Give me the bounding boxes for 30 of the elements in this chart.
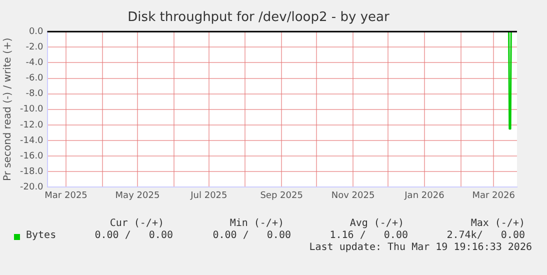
text: 0.00 / 0.00: [94, 230, 173, 241]
y-tick-label: -6.0: [26, 74, 44, 84]
x-tick-label: May 2025: [115, 190, 160, 201]
y-tick-label: -14.0: [20, 136, 44, 146]
y-tick-label: -10.0: [20, 104, 44, 115]
y-tick-label: -2.0: [26, 42, 44, 53]
y-tick-label: -18.0: [20, 166, 44, 177]
x-tick-label: Sep 2025: [260, 190, 303, 201]
legend-label: Bytes: [26, 230, 56, 241]
text: 0.00 / 0.00: [212, 230, 291, 241]
text: Min (-/+): [230, 218, 284, 229]
text: 1.16 / 0.00: [330, 230, 408, 241]
chart-title: Disk throughput for /dev/loop2 - by year: [128, 10, 390, 26]
text: Avg (-/+): [350, 218, 404, 229]
x-tick-label: Jul 2025: [190, 190, 228, 201]
text: Max (-/+): [470, 218, 525, 229]
text: Cur (-/+): [110, 218, 164, 229]
text: 2.74k/ 0.00: [446, 230, 525, 241]
y-tick-label: -8.0: [26, 89, 44, 100]
y-axis-title: Pr second read (-) / write (+): [2, 38, 14, 182]
x-tick-label: Nov 2025: [331, 190, 375, 201]
x-tick-label: Mar 2026: [472, 190, 516, 201]
y-tick-label: -20.0: [20, 182, 44, 193]
y-tick-label: -12.0: [20, 120, 44, 130]
x-tick-label: Jan 2026: [404, 190, 445, 201]
y-tick-label: 0.0: [28, 26, 44, 37]
y-tick-label: -16.0: [20, 151, 44, 162]
text: Last update: Thu Mar 19 19:16:33 2026: [309, 242, 532, 253]
x-tick-label: Mar 2025: [44, 190, 88, 201]
y-tick-label: -4.0: [26, 58, 44, 68]
